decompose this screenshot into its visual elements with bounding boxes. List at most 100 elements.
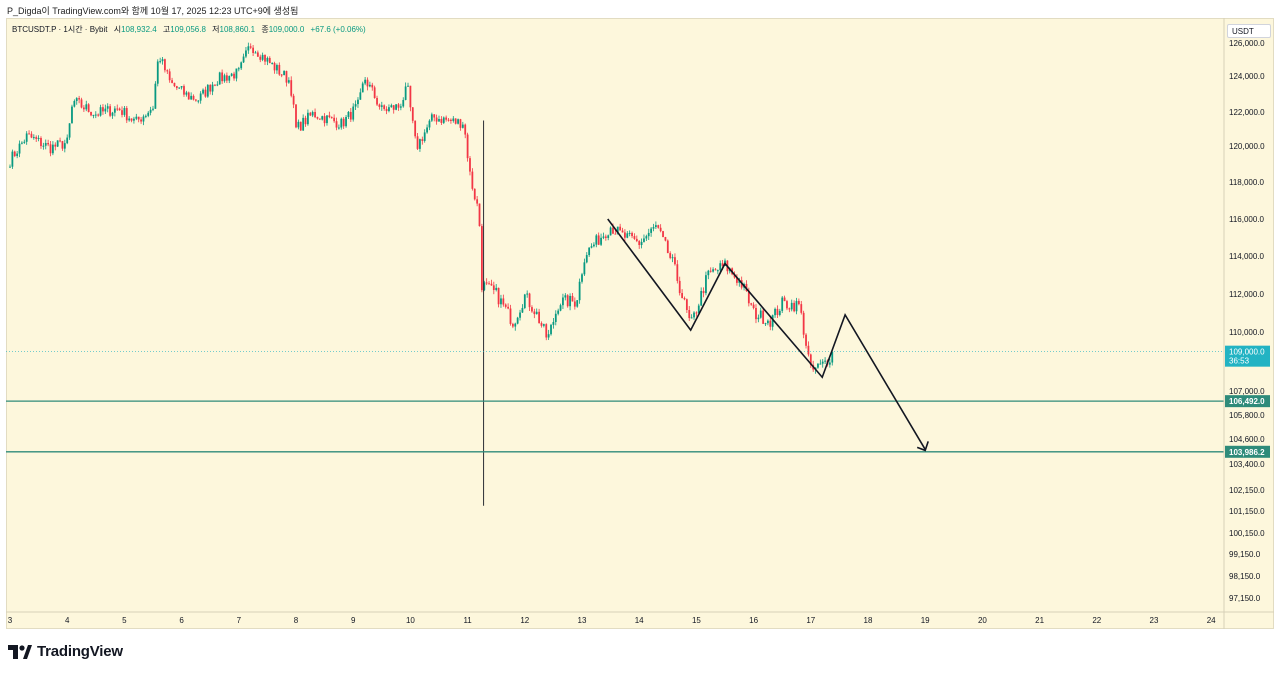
candle: [488, 281, 490, 285]
candle-body: [600, 237, 602, 245]
level-price-tag: [1225, 445, 1270, 458]
candle-body: [345, 116, 347, 127]
candle: [87, 103, 90, 113]
candle: [500, 294, 502, 308]
candle-body: [688, 310, 691, 319]
price-tick-label: 105,800.0: [1229, 411, 1265, 420]
candle-body: [40, 137, 42, 147]
candle: [140, 117, 142, 124]
candle-body: [128, 118, 131, 121]
candle-body: [80, 99, 83, 108]
price-tick-label: 114,000.0: [1229, 252, 1265, 261]
candle-body: [502, 298, 505, 305]
candle: [752, 302, 755, 310]
candle-body: [790, 302, 793, 310]
candle-body: [314, 111, 316, 118]
candle: [640, 238, 643, 249]
currency-unit-button[interactable]: USDT: [1227, 24, 1271, 38]
candle: [657, 224, 660, 229]
candle: [180, 86, 183, 90]
candle-body: [32, 137, 35, 139]
candle-body: [714, 269, 717, 271]
candle-body: [254, 52, 257, 54]
candle-body: [683, 297, 686, 300]
candle-body: [230, 73, 233, 76]
price-axis: 126,000.0 124,000.0 122,000.0 120,000.0 118,…: [1223, 18, 1265, 629]
candle: [819, 359, 822, 365]
price-tags: 109,000.036:53 106,492.0 103,986.2: [1225, 345, 1270, 458]
candle-body: [287, 80, 290, 83]
candle-body: [638, 241, 641, 246]
candle: [552, 317, 555, 329]
candle: [159, 57, 162, 64]
time-tick-label: 20: [978, 616, 987, 625]
candle: [42, 142, 45, 150]
candle: [502, 294, 505, 307]
candle-body: [221, 72, 224, 82]
candle-body: [712, 269, 714, 272]
candle-body: [21, 142, 23, 144]
candle: [235, 68, 238, 82]
candle-body: [66, 137, 69, 144]
candle-body: [133, 118, 135, 121]
tradingview-brand[interactable]: TradingView: [8, 643, 123, 660]
candle: [271, 62, 274, 65]
candle-body: [137, 116, 140, 120]
candle-body: [237, 68, 240, 70]
candle-body: [676, 264, 679, 281]
current-price-tag: [1225, 345, 1270, 367]
candle: [452, 116, 455, 123]
candle-body: [228, 75, 231, 81]
candle-body: [666, 240, 669, 254]
candle-body: [414, 120, 417, 137]
candle-body: [9, 166, 11, 168]
candle-body: [368, 84, 371, 87]
candle-body: [123, 108, 126, 115]
candle: [185, 90, 188, 97]
candle-body: [602, 236, 605, 238]
time-tick-label: 6: [179, 616, 184, 625]
candle: [59, 137, 61, 143]
candle-body: [61, 141, 64, 149]
candle: [242, 53, 245, 63]
candle: [144, 114, 147, 119]
candle-body: [504, 304, 507, 307]
candle-body: [242, 56, 245, 63]
candle: [97, 113, 100, 117]
candle-body: [276, 64, 278, 71]
candle-body: [533, 311, 536, 315]
candle: [368, 81, 371, 88]
close-label: 종: [261, 25, 269, 34]
candle-body: [37, 137, 40, 139]
candle-body: [545, 324, 548, 338]
candle: [371, 82, 374, 91]
candle: [523, 293, 526, 310]
candle-body: [716, 270, 719, 272]
candle: [216, 81, 219, 87]
candle: [419, 138, 421, 152]
candle: [254, 50, 257, 54]
candle: [573, 297, 576, 310]
candle: [16, 151, 19, 159]
candle: [824, 357, 826, 364]
candle: [359, 88, 362, 100]
low-value: 108,860.1: [219, 25, 256, 34]
candle-body: [395, 104, 397, 110]
chart-panel[interactable]: [6, 18, 1274, 629]
candle-body: [631, 232, 633, 237]
candle-body: [135, 116, 138, 119]
candle-body: [11, 151, 14, 167]
candle: [287, 77, 290, 84]
candle: [307, 109, 309, 126]
candle: [793, 300, 796, 313]
candle-body: [590, 246, 593, 248]
candle: [545, 323, 548, 341]
candle: [428, 119, 431, 131]
price-tick-label: 107,000.0: [1229, 387, 1265, 396]
candle-body: [316, 117, 319, 119]
candle-body: [745, 283, 748, 291]
tradingview-logo-icon: [8, 644, 32, 659]
candle-body: [156, 61, 159, 84]
candle: [535, 308, 538, 315]
